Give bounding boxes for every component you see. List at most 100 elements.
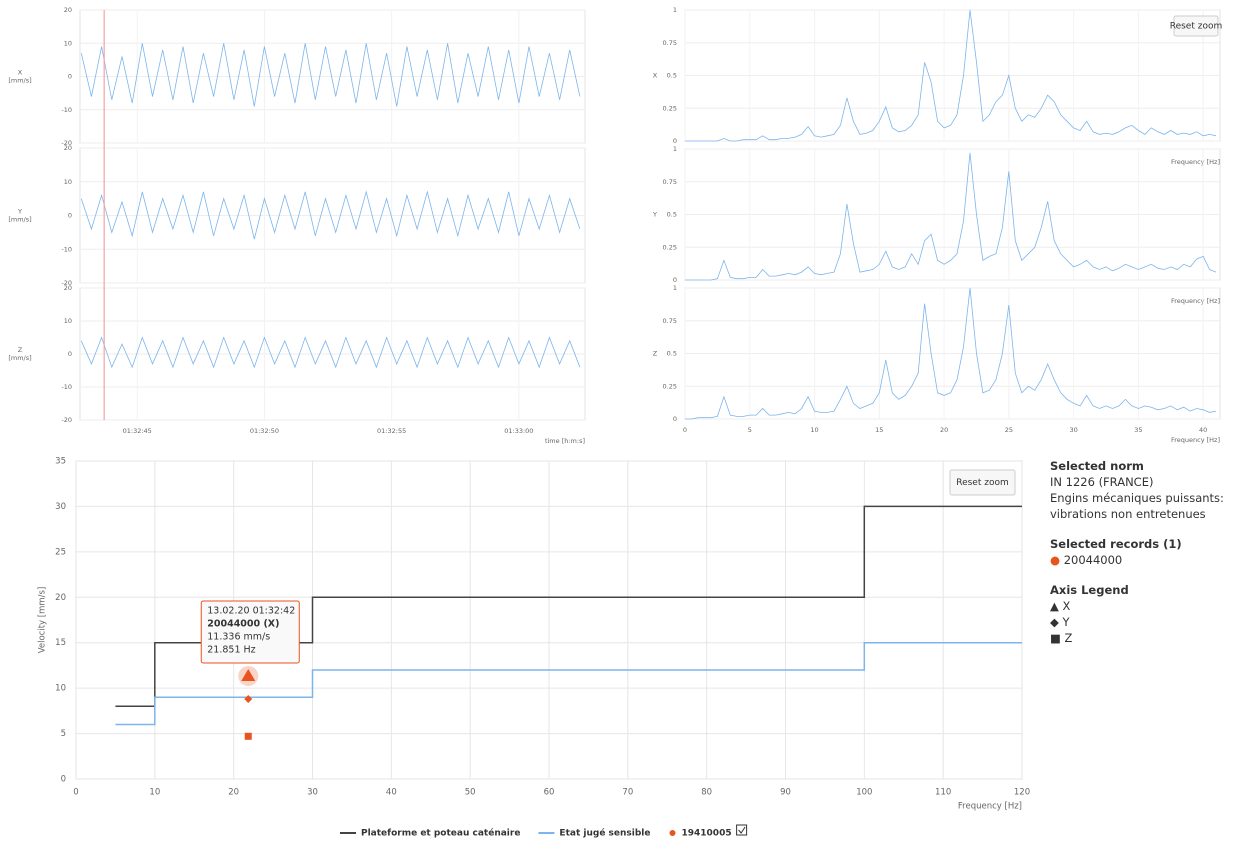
step-line xyxy=(115,505,1022,708)
tooltip-value: 11.336 mm/s xyxy=(207,632,270,643)
y-tick-label: 1 xyxy=(673,145,677,153)
y-tick-label: 25 xyxy=(55,547,66,557)
panel-unit: [mm/s] xyxy=(8,77,31,85)
x-tick-label: 0 xyxy=(73,788,78,798)
sidebar: Selected norm IN 1226 (FRANCE) Engins mé… xyxy=(1050,458,1230,646)
y-tick-label: 0.25 xyxy=(663,382,677,390)
symbol: ■ xyxy=(1050,631,1061,645)
x-tick-label: 01:32:45 xyxy=(123,427,152,435)
signal xyxy=(80,336,581,369)
y-tick-label: 0.75 xyxy=(663,39,677,47)
y-tick-label: 20 xyxy=(55,593,66,603)
y-tick-label: 0 xyxy=(673,415,677,423)
panel-unit: [mm/s] xyxy=(8,354,31,362)
y-tick-label: 20 xyxy=(64,284,72,292)
x-tick-label: 60 xyxy=(544,788,555,798)
y-tick-label: 0.5 xyxy=(667,211,677,219)
signal xyxy=(685,9,1217,142)
tooltip-box xyxy=(200,600,300,664)
y-tick-label: 0 xyxy=(61,775,66,785)
x-tick-label: 50 xyxy=(465,788,476,798)
y-tick-label: -10 xyxy=(61,106,72,114)
y-tick-label: 0 xyxy=(68,212,72,220)
y-tick-label: 20 xyxy=(64,6,72,14)
y-tick-label: 10 xyxy=(55,684,66,694)
heading: Selected norm xyxy=(1050,459,1144,473)
reset-zoom-button[interactable] xyxy=(1173,15,1219,37)
y-axis-label: Velocity [mm/s] xyxy=(38,587,48,654)
y-tick-label: 0 xyxy=(68,73,72,81)
x-tick-label: 40 xyxy=(386,788,397,798)
x-tick-label: 120 xyxy=(1014,788,1030,798)
y-tick-label: 0.5 xyxy=(667,72,677,80)
dot: ● xyxy=(1050,553,1061,567)
x-tick-label: 35 xyxy=(1134,426,1142,434)
y-tick-label: 0 xyxy=(673,276,677,284)
heading: Selected records (1) xyxy=(1050,537,1182,551)
reset-zoom-button[interactable] xyxy=(949,469,1016,496)
y-tick-label: 0.25 xyxy=(663,243,677,251)
axis-item: ▲ X xyxy=(1050,598,1230,614)
legend-label[interactable]: Etat jugé sensible xyxy=(559,828,650,839)
y-tick-label: 10 xyxy=(64,317,72,325)
y-tick-label: 10 xyxy=(64,178,72,186)
marker-square xyxy=(244,732,252,740)
y-tick-label: -10 xyxy=(61,245,72,253)
x-tick-label: 90 xyxy=(780,788,791,798)
x-tick-label: 25 xyxy=(1005,426,1013,434)
axis-name: X xyxy=(1062,599,1071,613)
x-tick-label: 01:32:55 xyxy=(377,427,406,435)
axis-item: ■ Z xyxy=(1050,630,1230,646)
y-tick-label: -20 xyxy=(61,139,72,147)
norm-name: IN 1226 (FRANCE) xyxy=(1050,475,1154,489)
reset-zoom-label: Reset zoom xyxy=(1170,22,1223,32)
y-tick-label: 1 xyxy=(673,6,677,14)
norm-desc: vibrations non entretenues xyxy=(1050,507,1206,521)
x-tick-label: 15 xyxy=(875,426,883,434)
x-tick-label: 01:33:00 xyxy=(504,427,533,435)
record-id: 20044000 xyxy=(1063,553,1123,567)
panel-name: Y xyxy=(17,208,22,216)
y-tick-label: 0.25 xyxy=(663,104,677,112)
record[interactable]: ● 20044000 xyxy=(1050,552,1230,568)
y-tick-label: 1 xyxy=(673,284,677,292)
x-tick-label: 01:32:50 xyxy=(250,427,279,435)
x-tick-label: 100 xyxy=(856,788,872,798)
norm-desc: Engins mécaniques puissants: xyxy=(1050,491,1224,505)
x-tick-label: 10 xyxy=(810,426,818,434)
panel-name: X xyxy=(653,72,658,80)
x-axis-label: Frequency [Hz] xyxy=(1171,297,1220,305)
x-tick-label: 70 xyxy=(622,788,633,798)
tooltip-frequency: 21.851 Hz xyxy=(207,645,255,656)
panel-name: X xyxy=(18,69,23,77)
signal xyxy=(80,190,581,240)
y-tick-label: 5 xyxy=(61,729,66,739)
y-tick-label: 0 xyxy=(673,137,677,145)
axis-item: ◆ Y xyxy=(1050,614,1230,630)
legend-label[interactable]: 19410005 xyxy=(682,829,732,839)
step-line xyxy=(115,641,1022,726)
x-tick-label: 20 xyxy=(940,426,948,434)
y-tick-label: -20 xyxy=(61,279,72,287)
x-tick-label: 5 xyxy=(748,426,752,434)
x-tick-label: 10 xyxy=(149,788,160,798)
tooltip-record: 20044000 (X) xyxy=(207,619,279,630)
y-tick-label: 0 xyxy=(68,350,72,358)
symbol: ▲ xyxy=(1050,599,1059,613)
x-tick-label: 20 xyxy=(228,788,239,798)
checkmark xyxy=(738,826,746,834)
x-axis-label: Frequency [Hz] xyxy=(1171,158,1220,166)
x-tick-label: 110 xyxy=(935,788,951,798)
y-tick-label: 30 xyxy=(55,502,66,512)
x-tick-label: 80 xyxy=(701,788,712,798)
legend-label[interactable]: Plateforme et poteau caténaire xyxy=(361,828,520,839)
x-tick-label: 30 xyxy=(307,788,318,798)
y-tick-label: 15 xyxy=(55,638,66,648)
y-tick-label: 0.75 xyxy=(663,178,677,186)
legend-checkbox[interactable] xyxy=(736,824,748,836)
marker-diamond xyxy=(244,695,253,704)
heading: Axis Legend xyxy=(1050,583,1129,597)
signal xyxy=(80,43,581,107)
axis-name: Z xyxy=(1064,631,1073,645)
